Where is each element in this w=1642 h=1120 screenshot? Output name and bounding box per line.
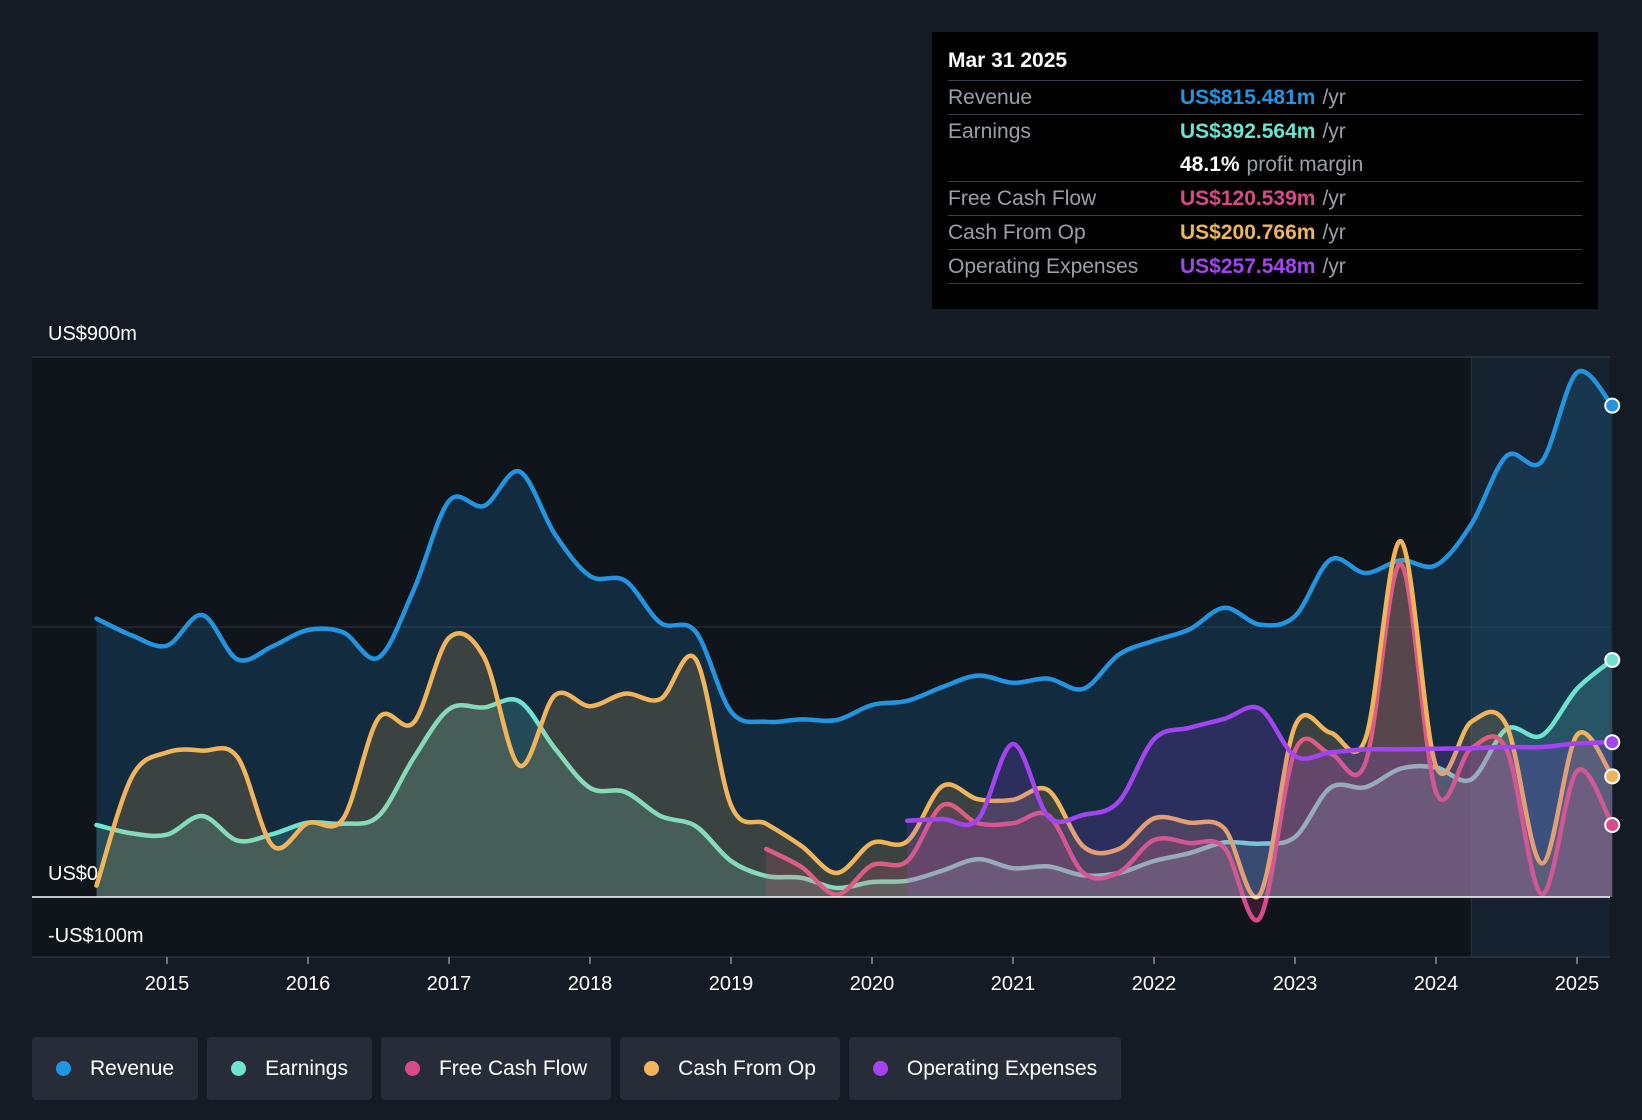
series-line-revenue	[94, 368, 1615, 725]
chart-legend: Revenue Earnings Free Cash Flow Cash Fro…	[32, 1037, 1130, 1100]
x-tick-label: 2023	[1273, 973, 1318, 995]
tooltip-unit: /yr	[1322, 120, 1346, 143]
end-point-earnings	[1604, 652, 1621, 668]
data-tooltip: Mar 31 2025 Revenue US$815.481m /yr Earn…	[932, 32, 1598, 309]
legend-label: Operating Expenses	[906, 1056, 1098, 1080]
chart-background	[32, 357, 1610, 957]
series-area-cash-from-op	[96, 541, 1613, 898]
legend-item-cash-from-op[interactable]: Cash From Op	[620, 1037, 840, 1100]
forecast-band	[1471, 357, 1610, 957]
tooltip-unit: /yr	[1322, 86, 1346, 109]
x-tick-label: 2024	[1414, 973, 1459, 995]
x-tick-label: 2018	[568, 973, 613, 995]
x-tick-label: 2019	[709, 973, 754, 995]
tooltip-date: Mar 31 2025	[948, 46, 1582, 81]
tooltip-label: Cash From Op	[948, 221, 1086, 244]
chart-axes: US$900m US$0 -US$100m 2015 2016 2017 2018 2019 2…	[32, 323, 1610, 995]
tooltip-label: Revenue	[948, 86, 1033, 109]
legend-item-free-cash-flow[interactable]: Free Cash Flow	[380, 1037, 612, 1100]
series-area-earnings	[96, 660, 1613, 897]
legend-dot-icon	[404, 1061, 420, 1076]
x-tick-label: 2015	[145, 973, 190, 995]
series-area-operating-expenses	[907, 706, 1613, 897]
tooltip-unit: /yr	[1322, 187, 1346, 210]
tooltip-row-cash-from-op: Cash From Op US$200.766m /yr	[948, 216, 1582, 250]
legend-label: Revenue	[90, 1056, 175, 1080]
tooltip-row-operating-expenses: Operating Expenses US$257.548m /yr	[948, 250, 1582, 284]
x-tick-label: 2016	[286, 973, 331, 995]
legend-item-revenue[interactable]: Revenue	[32, 1037, 199, 1100]
tooltip-label: Operating Expenses	[948, 255, 1139, 278]
legend-dot-icon	[231, 1061, 247, 1076]
x-tick-label: 2022	[1132, 973, 1177, 995]
profit-margin-value: 48.1%	[1180, 153, 1240, 176]
series-line-cash-from-op	[94, 538, 1615, 900]
x-tick-label: 2020	[850, 973, 895, 995]
y-axis-label: US$900m	[48, 323, 137, 345]
end-point-cash-from-op	[1604, 768, 1621, 785]
profit-margin-text: profit margin	[1246, 153, 1364, 176]
tooltip-value: US$200.766m	[1180, 221, 1316, 244]
tooltip-label: Free Cash Flow	[948, 187, 1097, 210]
end-point-operating-expenses	[1604, 734, 1621, 751]
y-axis-label: -US$100m	[48, 925, 144, 947]
tooltip-value: US$257.548m	[1180, 255, 1316, 278]
performance-chart: US$900m US$0 -US$100m 2015 2016 2017 2018 2019 2…	[32, 323, 1621, 995]
legend-item-operating-expenses[interactable]: Operating Expenses	[848, 1037, 1122, 1100]
tooltip-value: US$392.564m	[1180, 120, 1316, 143]
chart-gridlines	[32, 356, 1610, 958]
end-point-revenue	[1604, 397, 1621, 414]
chart-series	[94, 368, 1621, 923]
tooltip-row-profit-margin: 48.1% profit margin	[948, 148, 1582, 182]
legend-dot-icon	[644, 1061, 660, 1076]
legend-label: Cash From Op	[678, 1056, 816, 1080]
series-line-earnings	[94, 657, 1615, 891]
y-axis-label: US$0	[48, 863, 98, 885]
legend-dot-icon	[872, 1061, 888, 1076]
x-tick-label: 2017	[427, 973, 472, 995]
tooltip-row-revenue: Revenue US$815.481m /yr	[948, 81, 1582, 115]
series-line-operating-expenses	[905, 704, 1615, 828]
tooltip-row-free-cash-flow: Free Cash Flow US$120.539m /yr	[948, 182, 1582, 216]
legend-dot-icon	[56, 1061, 71, 1076]
tooltip-value: US$815.481m	[1180, 86, 1316, 109]
tooltip-label: Earnings	[948, 120, 1031, 143]
series-area-revenue	[96, 371, 1613, 898]
plot-area	[32, 357, 1610, 957]
legend-label: Earnings	[265, 1056, 348, 1080]
tooltip-unit: /yr	[1322, 255, 1346, 278]
tooltip-unit: /yr	[1322, 221, 1346, 244]
tooltip-value: US$120.539m	[1180, 187, 1316, 210]
legend-label: Free Cash Flow	[438, 1056, 588, 1080]
series-area-free-cash-flow	[766, 563, 1613, 921]
x-tick-label: 2025	[1555, 973, 1600, 995]
end-point-free-cash-flow	[1604, 817, 1621, 833]
x-tick-label: 2021	[991, 973, 1036, 995]
tooltip-row-earnings: Earnings US$392.564m /yr	[948, 115, 1582, 148]
legend-item-earnings[interactable]: Earnings	[207, 1037, 372, 1100]
